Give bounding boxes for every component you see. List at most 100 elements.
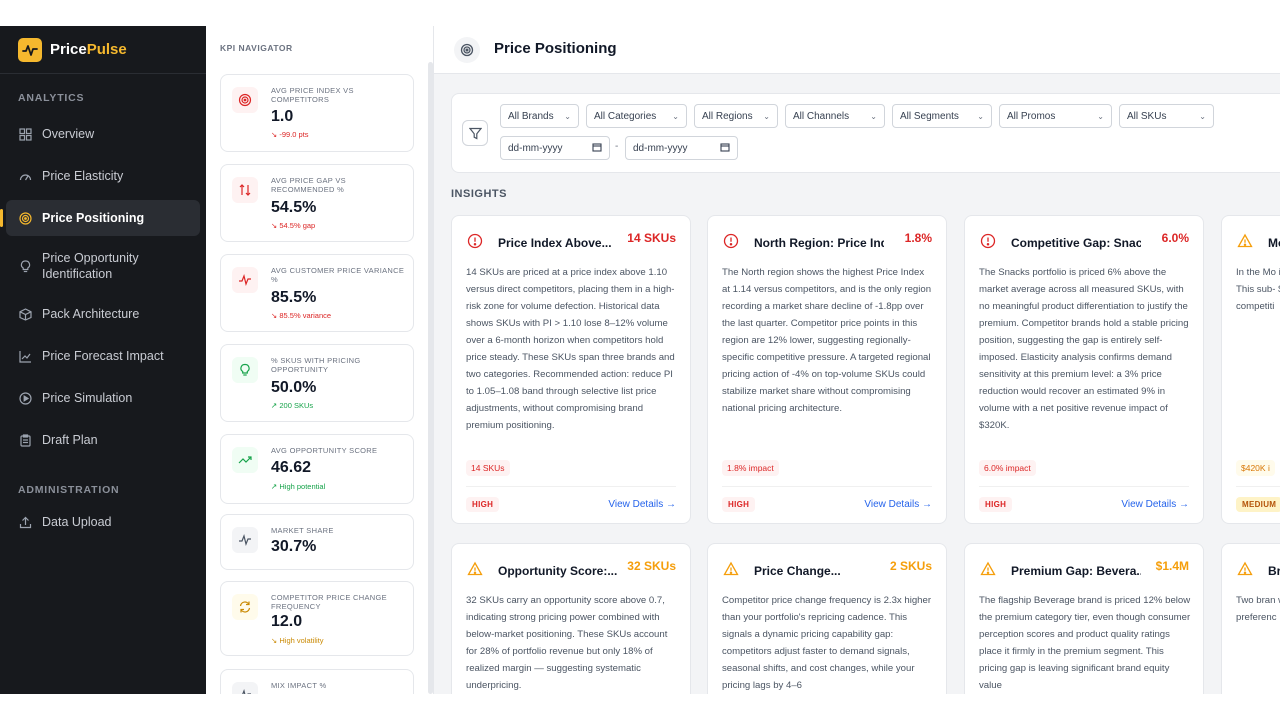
alert-circle-icon (722, 232, 740, 250)
sidebar-item-price-opportunity[interactable]: Price Opportunity Identification (6, 242, 200, 290)
kpi-card-skus-opportunity[interactable]: % SKUS WITH PRICING OPPORTUNITY 50.0% ↗ … (220, 344, 414, 422)
alert-circle-icon (979, 232, 997, 250)
sidebar-item-price-elasticity[interactable]: Price Elasticity (6, 158, 200, 194)
insight-card[interactable]: Competitive Gap: Snac... 6.0% The Snacks… (964, 215, 1204, 524)
insight-body: The North region shows the highest Price… (722, 267, 932, 414)
swap-icon (232, 177, 258, 203)
sidebar-item-data-upload[interactable]: Data Upload (6, 504, 200, 540)
upload-icon (18, 515, 32, 529)
brand-filter-select[interactable]: All Brands ⌄ (500, 104, 579, 128)
kpi-delta: ↘ High volatility (271, 636, 324, 645)
refresh-icon (232, 594, 258, 620)
insight-card[interactable]: Price Index Above... 14 SKUs 14 SKUs are… (451, 215, 691, 524)
insight-title: North Region: Price Ind... (754, 236, 884, 250)
kpi-delta: ↘ -99.0 pts (271, 130, 309, 139)
view-details-link[interactable]: View Details → (864, 499, 932, 510)
sidebar-item-price-simulation[interactable]: Price Simulation (6, 380, 200, 416)
insight-card[interactable]: Opportunity Score:... 32 SKUs 32 SKUs ca… (451, 543, 691, 694)
calendar-icon (720, 142, 730, 155)
warning-triangle-icon (722, 560, 740, 578)
insight-title: Competitive Gap: Snac... (1011, 236, 1141, 250)
sidebar-item-label: Price Forecast Impact (42, 349, 164, 363)
insight-card[interactable]: Mo In the Mo is priced versus co you are… (1221, 215, 1280, 524)
insight-body: 14 SKUs are priced at a price index abov… (466, 267, 675, 431)
kpi-scrollbar[interactable] (428, 62, 433, 694)
kpi-navigator-heading: KPI NAVIGATOR (220, 43, 293, 53)
category-filter-select[interactable]: All Categories ⌄ (586, 104, 687, 128)
sidebar-item-pack-architecture[interactable]: Pack Architecture (6, 296, 200, 332)
sidebar-item-draft-plan[interactable]: Draft Plan (6, 422, 200, 458)
warning-triangle-icon (1236, 232, 1254, 250)
warning-triangle-icon (466, 560, 484, 578)
sidebar-item-label: Draft Plan (42, 433, 98, 447)
impact-tag: 14 SKUs (466, 460, 510, 476)
kpi-card-opportunity-score[interactable]: AVG OPPORTUNITY SCORE 46.62 ↗ High poten… (220, 434, 414, 504)
nav-section-analytics: ANALYTICS (18, 92, 85, 104)
kpi-delta: ↘ 85.5% variance (271, 311, 332, 320)
sidebar-item-label: Pack Architecture (42, 307, 140, 321)
kpi-delta: ↘ 54.5% gap (271, 221, 316, 230)
filter-icon[interactable] (462, 120, 488, 146)
main-content: Price Positioning All Brands ⌄ All Catego… (434, 26, 1280, 694)
insight-title: Mo (1268, 236, 1280, 250)
chevron-down-icon: ⌄ (564, 111, 571, 121)
kpi-label: MIX IMPACT % (271, 681, 327, 690)
sidebar-item-label: Overview (42, 127, 95, 141)
insight-body: In the Mo is priced versus co you are e … (1236, 267, 1280, 312)
kpi-card-price-index[interactable]: AVG PRICE INDEX VS COMPETITORS 1.0 ↘ -99… (220, 74, 414, 152)
kpi-card-market-share[interactable]: MARKET SHARE 30.7% (220, 514, 414, 570)
insight-title: Bra (1268, 564, 1280, 578)
kpi-label: AVG PRICE GAP VS RECOMMENDED % (271, 176, 346, 194)
channel-filter-select[interactable]: All Channels ⌄ (785, 104, 885, 128)
sidebar-item-overview[interactable]: Overview (6, 116, 200, 152)
impact-tag: $420K i (1236, 460, 1275, 476)
warning-triangle-icon (979, 560, 997, 578)
insight-title: Opportunity Score:... (498, 564, 618, 578)
sidebar-item-label: Price Positioning (42, 211, 145, 225)
segment-filter-select[interactable]: All Segments ⌄ (892, 104, 992, 128)
kpi-card-price-gap[interactable]: AVG PRICE GAP VS RECOMMENDED % 54.5% ↘ 5… (220, 164, 414, 242)
kpi-label: MARKET SHARE (271, 526, 334, 535)
sidebar-item-label: Price Simulation (42, 391, 133, 405)
sidebar-item-price-positioning[interactable]: Price Positioning (0, 200, 200, 236)
sku-filter-select[interactable]: All SKUs ⌄ (1119, 104, 1214, 128)
pulse-logo-icon (18, 37, 42, 62)
divider (466, 486, 676, 487)
kpi-value: 1.0 (271, 108, 294, 125)
kpi-value: 54.5% (271, 199, 317, 216)
brand[interactable]: PricePulse (0, 26, 206, 74)
start-date-input[interactable]: dd-mm-yyyy (500, 136, 610, 160)
divider (1236, 486, 1280, 487)
insight-card[interactable]: Price Change... 2 SKUs Competitor price … (707, 543, 947, 694)
insight-card[interactable]: Bra Two bran within $0 segment, estimate… (1221, 543, 1280, 694)
gauge-icon (18, 169, 32, 183)
promo-filter-select[interactable]: All Promos ⌄ (999, 104, 1112, 128)
sidebar-item-label: Price Opportunity Identification (42, 251, 139, 281)
lightbulb-icon (232, 357, 258, 383)
kpi-value: 50.0% (271, 379, 317, 396)
insight-card[interactable]: Premium Gap: Bevera... $1.4M The flagshi… (964, 543, 1204, 694)
kpi-label: AVG PRICE INDEX VS COMPETITORS (271, 86, 354, 104)
kpi-card-competitor-frequency[interactable]: COMPETITOR PRICE CHANGE FREQUENCY 12.0 ↘… (220, 581, 414, 656)
divider (722, 486, 932, 487)
end-date-input[interactable]: dd-mm-yyyy (625, 136, 738, 160)
insight-body: The Snacks portfolio is priced 6% above … (979, 267, 1189, 431)
insight-body: Two bran within $0 segment, estimated Co… (1236, 595, 1280, 623)
region-filter-select[interactable]: All Regions ⌄ (694, 104, 778, 128)
sidebar-item-price-forecast[interactable]: Price Forecast Impact (6, 338, 200, 374)
view-details-link[interactable]: View Details → (1121, 499, 1189, 510)
sidebar: PricePulse ANALYTICS Overview Price Elas… (0, 26, 206, 694)
kpi-card-mix-impact[interactable]: MIX IMPACT % (220, 669, 414, 694)
impact-tag: 1.8% impact (722, 460, 779, 476)
brand-name: PricePulse (50, 41, 127, 58)
page-title: Price Positioning (494, 40, 617, 57)
insight-body: Competitor price change frequency is 2.3… (722, 595, 932, 691)
insight-metric: 6.0% (1161, 231, 1189, 245)
view-details-link[interactable]: View Details → (608, 499, 676, 510)
insight-title: Price Change... (754, 564, 841, 578)
insight-body: The flagship Beverage brand is priced 12… (979, 595, 1191, 691)
kpi-card-customer-variance[interactable]: AVG CUSTOMER PRICE VARIANCE % 85.5% ↘ 85… (220, 254, 414, 332)
filter-bar: All Brands ⌄ All Categories ⌄ All Regions ⌄… (451, 93, 1280, 173)
insight-card[interactable]: North Region: Price Ind... 1.8% The Nort… (707, 215, 947, 524)
insight-metric: 2 SKUs (889, 559, 932, 573)
